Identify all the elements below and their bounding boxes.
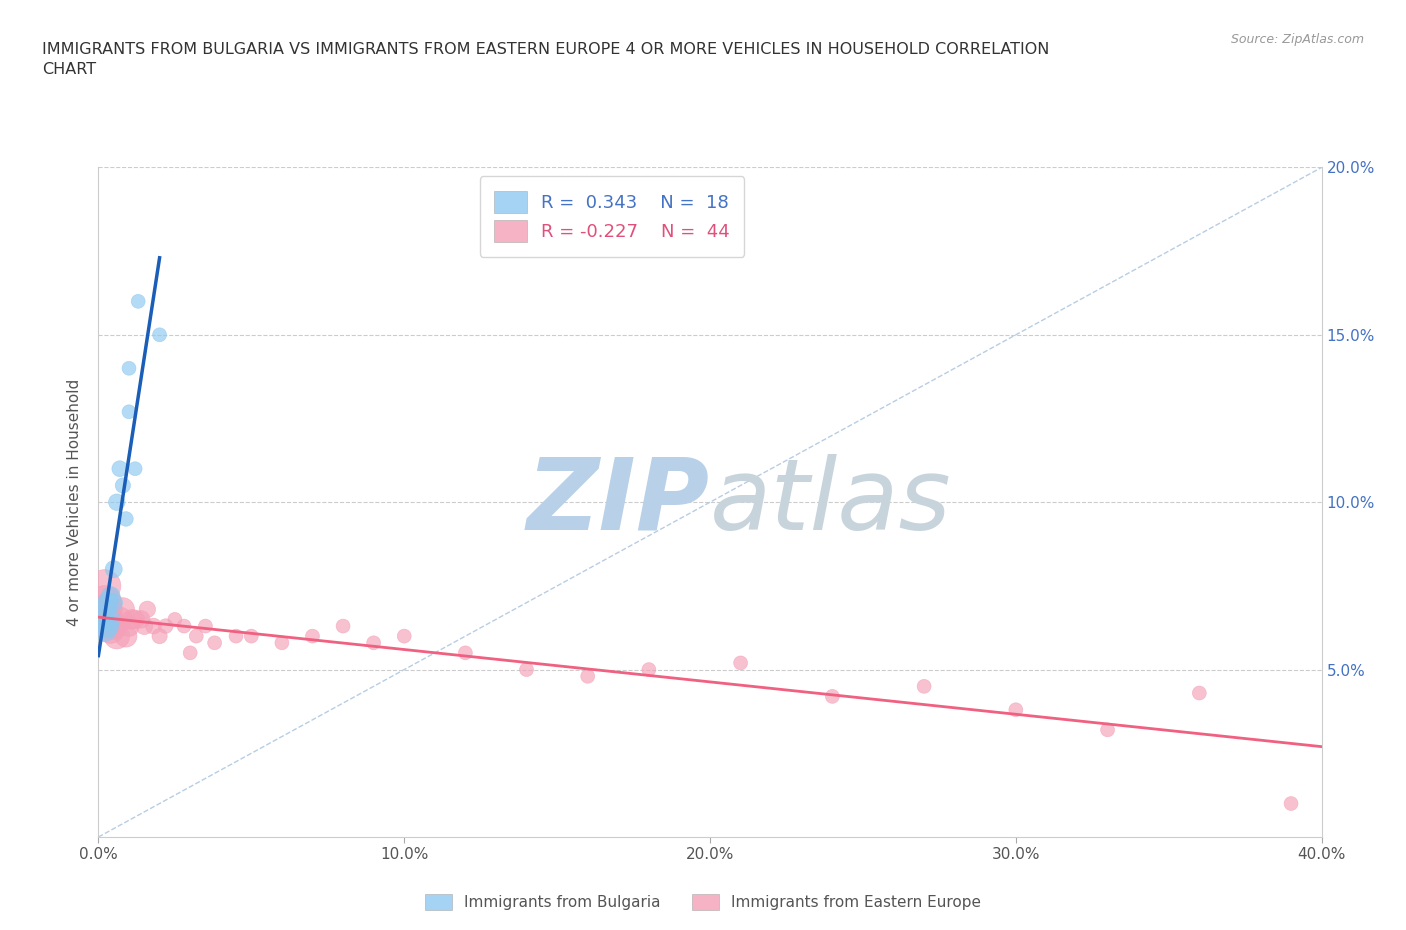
Text: ZIP: ZIP: [527, 454, 710, 551]
Point: [97, 595, 120, 610]
Point: [103, 595, 125, 610]
Point: [118, 361, 141, 376]
Point: [173, 618, 195, 633]
Point: [332, 618, 354, 633]
Point: [124, 612, 146, 627]
Point: [576, 669, 599, 684]
Y-axis label: 4 or more Vehicles in Household: 4 or more Vehicles in Household: [67, 379, 83, 626]
Point: [270, 635, 292, 650]
Point: [90, 612, 112, 627]
Point: [115, 629, 138, 644]
Legend: R =  0.343    N =  18, R = -0.227    N =  44: R = 0.343 N = 18, R = -0.227 N = 44: [479, 177, 744, 257]
Point: [97, 612, 120, 627]
Point: [118, 405, 141, 419]
Point: [821, 689, 844, 704]
Point: [637, 662, 661, 677]
Point: [204, 635, 226, 650]
Point: [118, 618, 141, 633]
Point: [111, 478, 134, 493]
Point: [149, 629, 172, 644]
Point: [1279, 796, 1302, 811]
Point: [93, 595, 115, 610]
Point: [912, 679, 935, 694]
Point: [142, 618, 165, 633]
Point: [105, 495, 128, 510]
Point: [103, 618, 125, 633]
Point: [1188, 685, 1211, 700]
Point: [155, 618, 177, 633]
Point: [163, 612, 186, 627]
Point: [93, 578, 115, 593]
Point: [93, 622, 115, 637]
Point: [136, 602, 159, 617]
Point: [115, 512, 138, 526]
Point: [103, 562, 125, 577]
Text: Source: ZipAtlas.com: Source: ZipAtlas.com: [1230, 33, 1364, 46]
Point: [1004, 702, 1026, 717]
Legend: Immigrants from Bulgaria, Immigrants from Eastern Europe: Immigrants from Bulgaria, Immigrants fro…: [418, 886, 988, 918]
Point: [105, 629, 128, 644]
Point: [127, 294, 149, 309]
Point: [97, 618, 120, 633]
Point: [111, 602, 134, 617]
Text: atlas: atlas: [710, 454, 952, 551]
Point: [97, 602, 120, 617]
Point: [1097, 723, 1119, 737]
Point: [100, 622, 122, 637]
Point: [100, 589, 122, 604]
Point: [134, 618, 156, 633]
Point: [454, 645, 477, 660]
Point: [186, 629, 208, 644]
Point: [240, 629, 263, 644]
Point: [93, 602, 115, 617]
Point: [108, 612, 131, 627]
Point: [100, 612, 122, 627]
Point: [90, 612, 112, 627]
Point: [129, 612, 152, 627]
Point: [516, 662, 538, 677]
Point: [301, 629, 323, 644]
Text: IMMIGRANTS FROM BULGARIA VS IMMIGRANTS FROM EASTERN EUROPE 4 OR MORE VEHICLES IN: IMMIGRANTS FROM BULGARIA VS IMMIGRANTS F…: [42, 42, 1049, 76]
Point: [124, 461, 146, 476]
Point: [363, 635, 385, 650]
Point: [225, 629, 247, 644]
Point: [149, 327, 172, 342]
Point: [179, 645, 201, 660]
Point: [730, 656, 752, 671]
Point: [108, 461, 131, 476]
Point: [121, 612, 143, 627]
Point: [392, 629, 416, 644]
Point: [194, 618, 217, 633]
